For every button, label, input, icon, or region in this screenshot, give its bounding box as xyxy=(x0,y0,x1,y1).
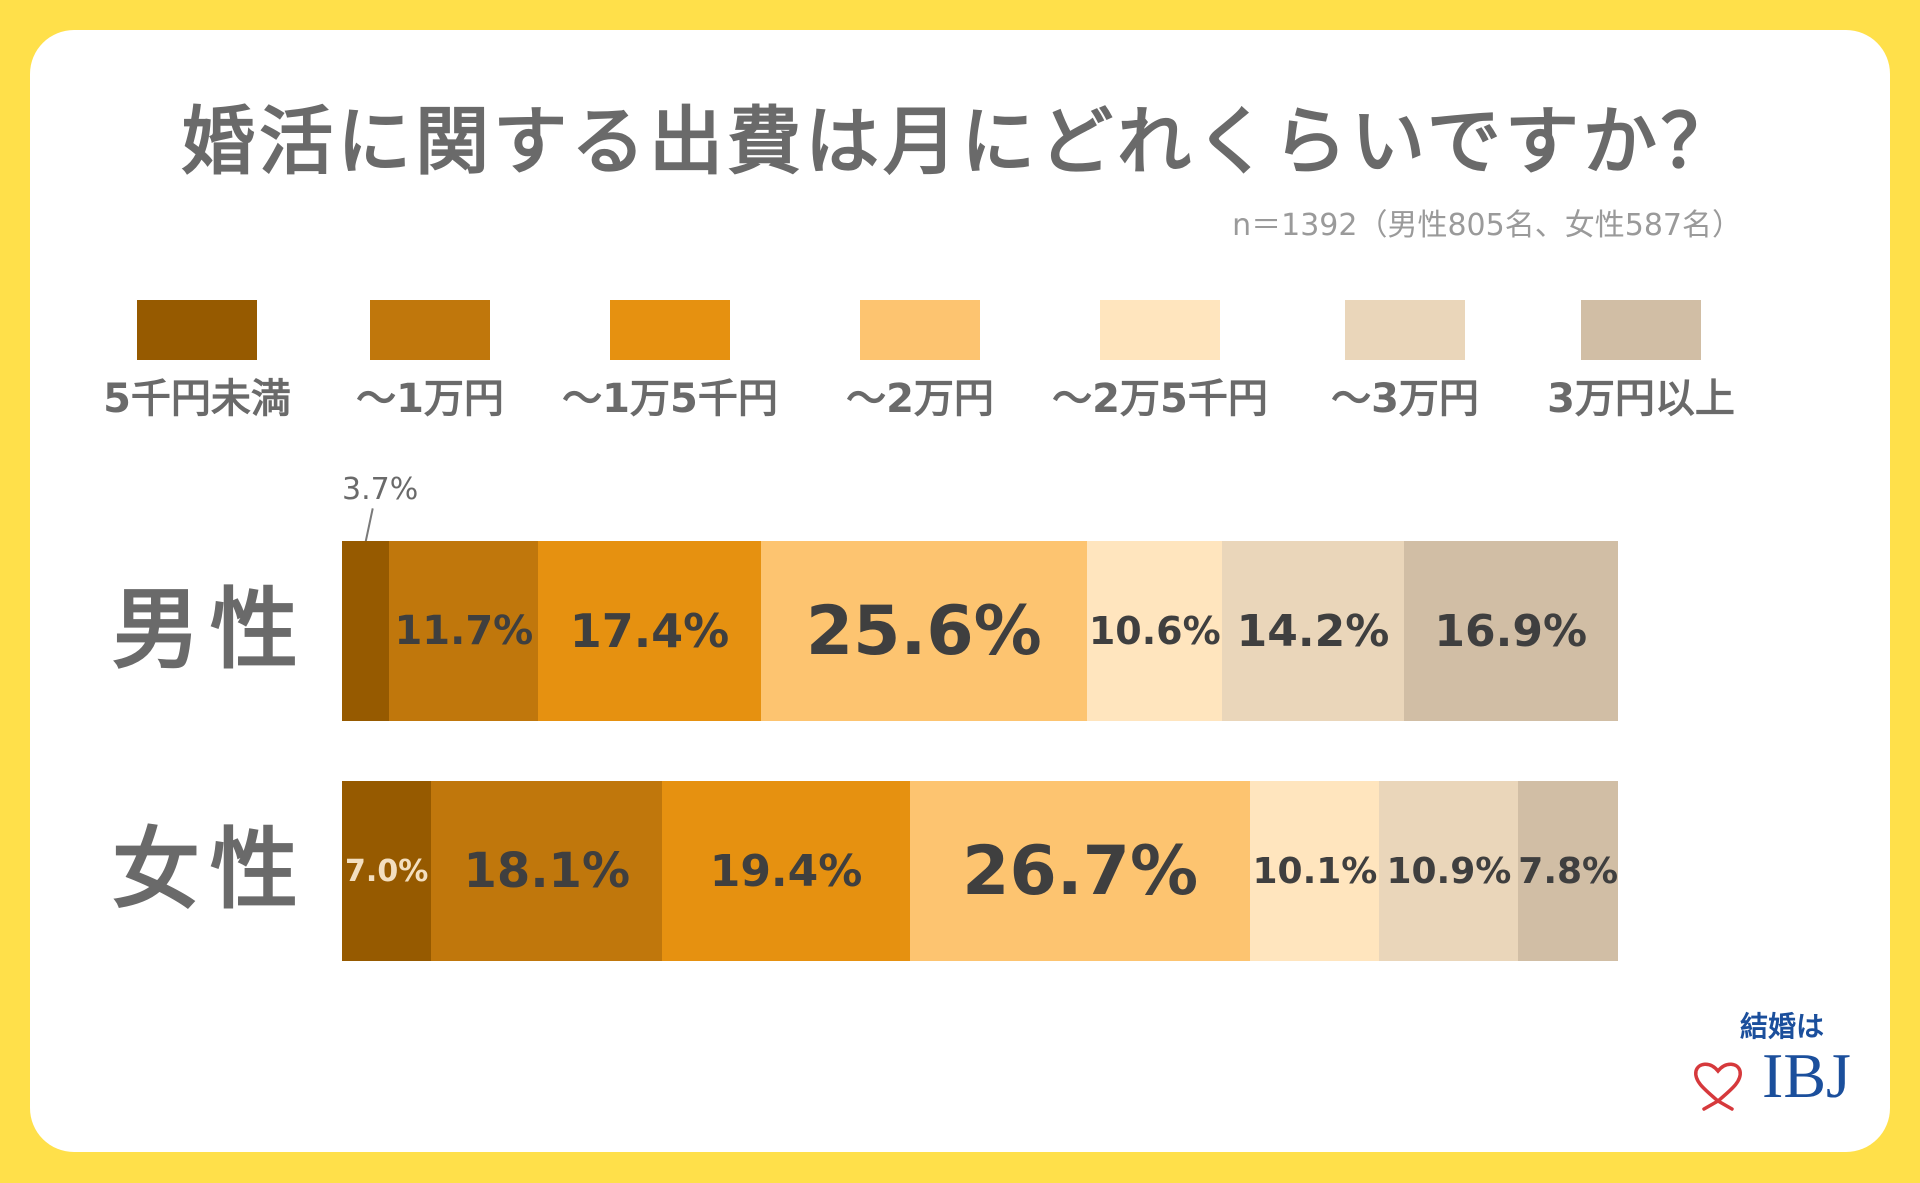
legend-swatch xyxy=(860,300,980,360)
legend-label: 5千円未満 xyxy=(103,376,291,422)
bar-segment: 11.7% xyxy=(389,541,539,721)
legend-item: 3万円以上 xyxy=(1526,300,1756,424)
chart-title: 婚活に関する出費は月にどれくらいですか？ xyxy=(181,99,1739,185)
bar-segment: 7.8% xyxy=(1518,781,1618,961)
legend-item: ～3万円 xyxy=(1290,300,1520,424)
legend-label: ～1万円 xyxy=(356,376,504,422)
logo-tagline: 結婚は xyxy=(1740,1010,1825,1043)
bar-segment: 18.1% xyxy=(431,781,663,961)
sample-size-note: n＝1392（男性805名、女性587名） xyxy=(1232,208,1742,243)
legend-label: 3万円以上 xyxy=(1547,376,1735,422)
row-label-male: 男性 xyxy=(112,578,309,681)
legend-label: ～2万5千円 xyxy=(1052,376,1268,422)
legend-label: ～2万円 xyxy=(846,376,994,422)
legend-swatch xyxy=(1100,300,1220,360)
legend-swatch xyxy=(1345,300,1465,360)
legend-item: ～1万円 xyxy=(315,300,545,424)
bar-segment: 17.4% xyxy=(538,541,761,721)
bar-segment: 10.6% xyxy=(1087,541,1223,721)
legend-item: ～2万円 xyxy=(805,300,1035,424)
logo-wordmark: IBJ xyxy=(1762,1040,1851,1111)
bar-segment xyxy=(342,541,390,721)
legend-item: ～2万5千円 xyxy=(1045,300,1275,424)
legend-swatch xyxy=(1581,300,1701,360)
ibj-logo: 結婚は IBJ xyxy=(1690,1005,1860,1135)
legend-item: ～1万5千円 xyxy=(555,300,785,424)
bar-segment: 7.0% xyxy=(342,781,432,961)
bar-segment: 14.2% xyxy=(1222,541,1404,721)
heart-icon xyxy=(1694,1062,1742,1111)
bar-segment: 25.6% xyxy=(760,541,1088,721)
legend-label: ～3万円 xyxy=(1331,376,1479,422)
legend-swatch xyxy=(610,300,730,360)
legend-swatch xyxy=(137,300,257,360)
bar-male: 11.7% 17.4% 25.6% 10.6% 14.2% 16.9% xyxy=(342,541,1618,721)
legend-item: 5千円未満 xyxy=(82,300,312,424)
bar-female: 7.0% 18.1% 19.4% 26.7% 10.1% 10.9% 7.8% xyxy=(342,781,1618,961)
legend-label: ～1万5千円 xyxy=(562,376,778,422)
small-value-callout: 3.7% xyxy=(342,472,419,507)
legend-swatch xyxy=(370,300,490,360)
legend: 5千円未満 ～1万円 ～1万5千円 ～2万円 ～2万5千円 ～3万円 3万円以上 xyxy=(103,300,1830,430)
bar-segment: 16.9% xyxy=(1403,541,1618,721)
bar-segment: 26.7% xyxy=(909,781,1251,961)
row-label-female: 女性 xyxy=(112,818,309,921)
bar-segment: 10.1% xyxy=(1250,781,1380,961)
bar-segment: 10.9% xyxy=(1379,781,1519,961)
bar-segment: 19.4% xyxy=(662,781,910,961)
